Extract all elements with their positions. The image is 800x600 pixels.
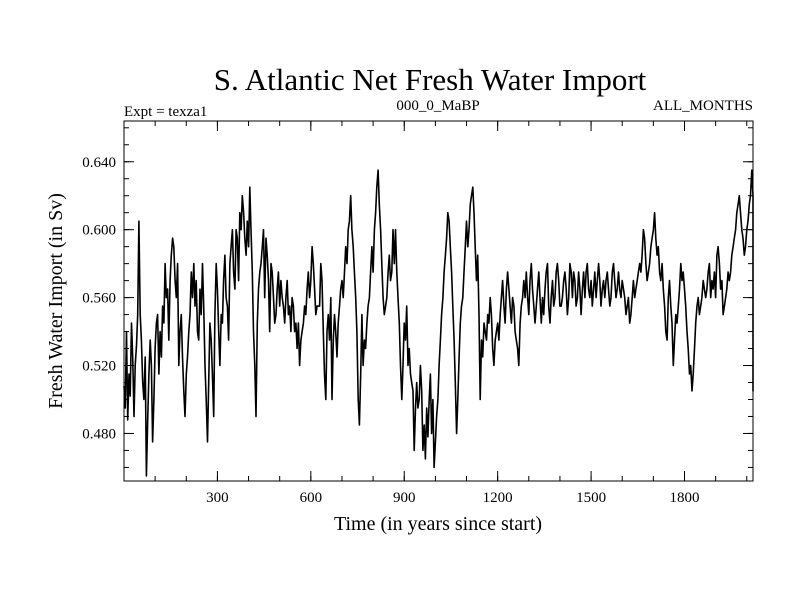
x-tick-label: 900	[393, 490, 416, 506]
y-tick-label: 0.640	[82, 155, 116, 171]
x-tick-labels: 300 600 900 1200 1500 1800	[206, 490, 699, 506]
experiment-label: Expt = texza1	[124, 104, 207, 120]
y-tick-label: 0.480	[82, 426, 116, 442]
series-line-fresh-water-import	[123, 169, 754, 477]
y-axis-label: Fresh Water Import (in Sv)	[45, 193, 67, 409]
x-tick-label: 600	[300, 490, 323, 506]
y-tick-label: 0.520	[82, 359, 116, 375]
x-tick-label: 1200	[483, 490, 513, 506]
x-tick-label: 1500	[576, 490, 606, 506]
period-label: 000_0_MaBP	[396, 98, 479, 114]
y-tick-label: 0.560	[82, 291, 116, 307]
x-axis-label: Time (in years since start)	[334, 513, 542, 535]
x-tick-label: 1800	[669, 490, 699, 506]
y-tick-label: 0.600	[82, 223, 116, 239]
chart-title: S. Atlantic Net Fresh Water Import	[214, 62, 647, 97]
x-tick-label: 300	[206, 490, 229, 506]
months-label: ALL_MONTHS	[653, 98, 753, 114]
y-tick-labels: 0.480 0.520 0.560 0.600 0.640	[82, 155, 116, 443]
